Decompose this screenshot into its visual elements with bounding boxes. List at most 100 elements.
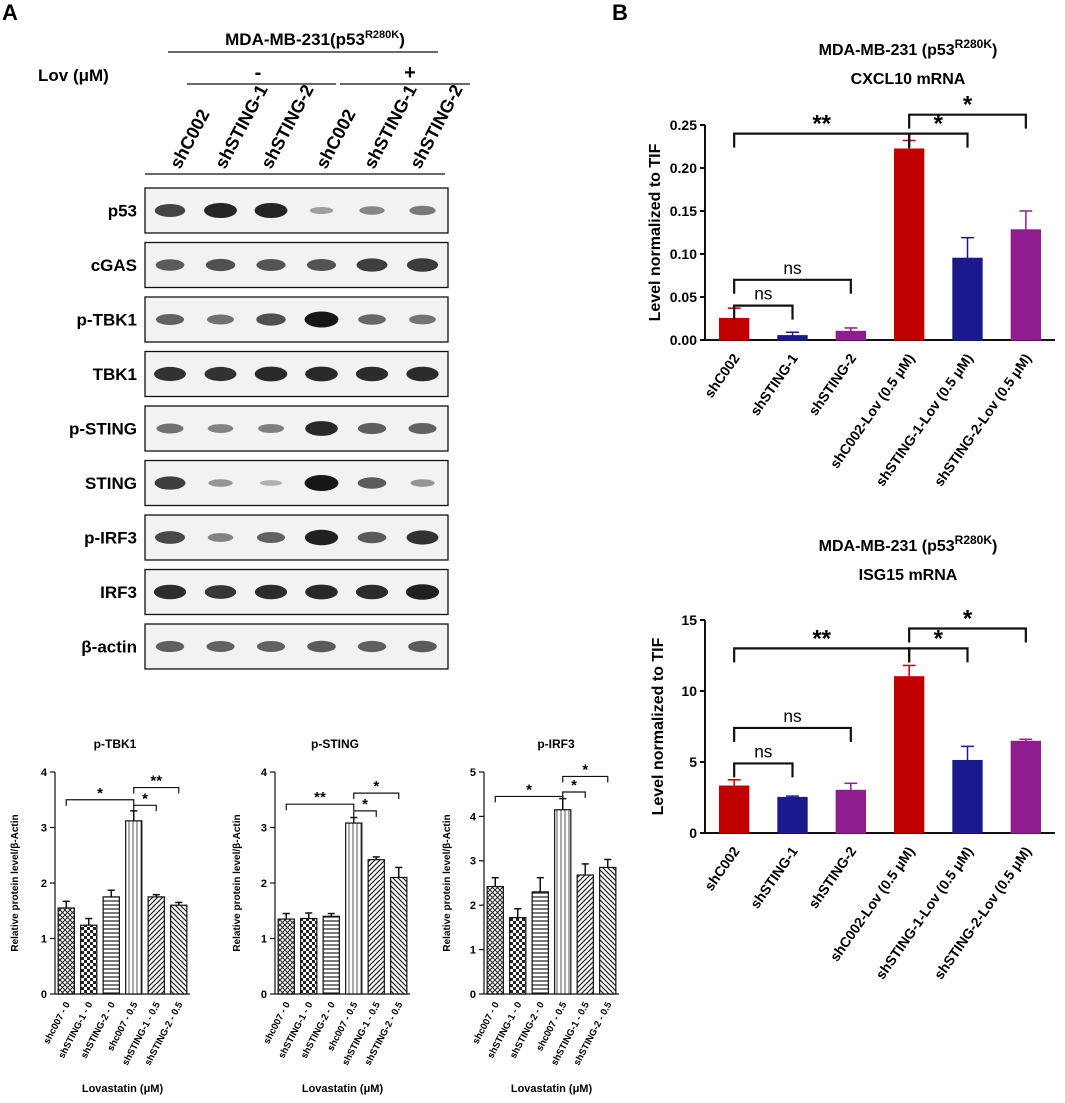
blot-band	[254, 584, 288, 600]
y-tick-label: 3	[261, 822, 267, 834]
y-tick-label: 0	[41, 989, 47, 1001]
y-axis-label: Level normalized to TIF	[650, 637, 667, 815]
bar-shsting-2-lov-0-5-m	[1010, 740, 1042, 834]
bar-shc007-0	[277, 918, 295, 995]
x-tick-label: shSTING-2	[805, 350, 859, 418]
y-tick-label: 0	[470, 989, 476, 1001]
blot-protein-label: IRF3	[100, 583, 137, 602]
blot-row-p-sting: p-STING	[69, 405, 449, 452]
blot-band	[410, 479, 435, 487]
blot-strip	[144, 187, 449, 234]
blot-band	[359, 206, 385, 215]
y-tick-label: 2	[470, 900, 476, 912]
significance-line	[908, 627, 1027, 643]
blot-band	[405, 584, 440, 600]
blot-strip	[144, 623, 449, 670]
y-tick-label: 0.05	[670, 289, 697, 305]
blot-band	[258, 423, 284, 434]
blot-band	[256, 259, 286, 271]
bar-shsting-1	[777, 335, 808, 341]
y-tick-label: 0.20	[670, 160, 697, 176]
blot-protein-label: p-TBK1	[77, 311, 137, 330]
significance-line	[733, 278, 852, 294]
significance-bracket: **	[133, 773, 180, 794]
chart-title-main: MDA-MB-231 (p53	[819, 42, 955, 59]
blot-band	[204, 366, 237, 382]
bar-shsting-1-0-5	[147, 896, 165, 995]
blot-protein-label: cGAS	[91, 256, 137, 275]
blot-band	[206, 641, 235, 652]
x-tick-label: shSTING-1-Lov (0.5 μM)	[872, 844, 976, 983]
blot-band	[207, 424, 234, 433]
bar-shsting-1-0	[80, 924, 98, 995]
chart-subtitle: ISG15 mRNA	[859, 567, 958, 584]
panel-label-b: B	[612, 0, 628, 25]
chart-subtitle: CXCL10 mRNA	[851, 71, 966, 88]
blot-protein-label: p-STING	[69, 420, 137, 439]
bar-shsting-2-0	[531, 891, 549, 995]
blot-band	[355, 584, 389, 600]
blot-band	[259, 480, 283, 486]
significance-line	[133, 786, 180, 794]
bar-shc002	[718, 785, 750, 834]
blot-band	[304, 311, 339, 328]
x-tick-label: shSTING-2	[805, 843, 859, 911]
blot-treatment-label: Lov (μM)	[38, 66, 109, 85]
y-tick-label: 0.15	[670, 203, 697, 219]
y-tick-label: 3	[41, 822, 47, 834]
bar-shsting-1-0-5	[576, 874, 594, 995]
blot-band	[307, 640, 336, 653]
y-tick-label: 5	[689, 754, 697, 770]
blot-protein-label: TBK1	[93, 365, 137, 384]
y-axis-label: Relative protein level/β-Actin	[442, 814, 453, 951]
significance-label: *	[582, 761, 588, 778]
bar-shsting-1-lov-0-5-m	[952, 257, 983, 341]
blot-strip	[144, 296, 449, 343]
chart-title-close: )	[992, 538, 997, 555]
blot-rows: p53 cGAS p-TBK1 TBK1 p-STING STING p-IRF3 IRF3 β…	[69, 187, 449, 670]
significance-label: *	[373, 778, 379, 795]
blot-row-sting: STING	[85, 459, 449, 507]
x-axis-label: Lovastatin (μM)	[82, 1083, 164, 1095]
significance-line	[133, 804, 157, 812]
blot-protein-label: β-actin	[81, 638, 137, 657]
y-tick-label: 2	[261, 878, 267, 890]
chart-cxcl10-mrna: MDA-MB-231 (p53R280K) CXCL10 mRNA 0.00 0.05…	[647, 37, 1055, 489]
significance-label: *	[934, 625, 944, 652]
significance-label: *	[963, 606, 973, 633]
significance-line	[908, 132, 969, 148]
significance-line	[353, 792, 400, 800]
blot-row-cgas: cGAS	[91, 241, 449, 289]
blot-band	[155, 314, 185, 325]
blot-band	[408, 640, 437, 653]
bar-shsting-1-0	[509, 917, 527, 995]
blot-band	[256, 641, 286, 652]
significance-label: *	[934, 111, 944, 138]
significance-bracket: **	[733, 111, 911, 148]
blot-band	[357, 531, 387, 544]
bar-shc007-0-5	[554, 809, 572, 995]
blot-band	[356, 258, 388, 272]
x-tick-label: shC002	[701, 350, 743, 400]
chart-title-main: MDA-MB-231 (p53	[819, 538, 955, 555]
blot-band	[254, 202, 288, 219]
significance-bracket: *	[562, 777, 586, 798]
y-tick-label: 15	[681, 612, 697, 628]
x-tick-label: shSTING-1-Lov (0.5 μM)	[872, 351, 976, 490]
significance-bracket: *	[908, 606, 1027, 643]
y-tick-label: 4	[41, 767, 48, 779]
blot-band	[207, 314, 234, 325]
x-axis-label: Lovastatin (μM)	[511, 1083, 593, 1095]
western-blot: MDA-MB-231(p53R280K) Lov (μM) - + shC002…	[38, 29, 470, 670]
blot-protein-label: p53	[108, 202, 137, 221]
blot-band	[205, 258, 236, 272]
blot-band	[409, 205, 436, 216]
significance-bracket: *	[908, 111, 969, 148]
x-tick-label: shSTING-1	[747, 350, 801, 418]
significance-bracket: ns	[733, 741, 794, 778]
significance-label: **	[314, 789, 326, 806]
blot-strip	[144, 241, 449, 289]
blot-band	[408, 423, 437, 434]
significance-bracket: *	[908, 92, 1027, 129]
